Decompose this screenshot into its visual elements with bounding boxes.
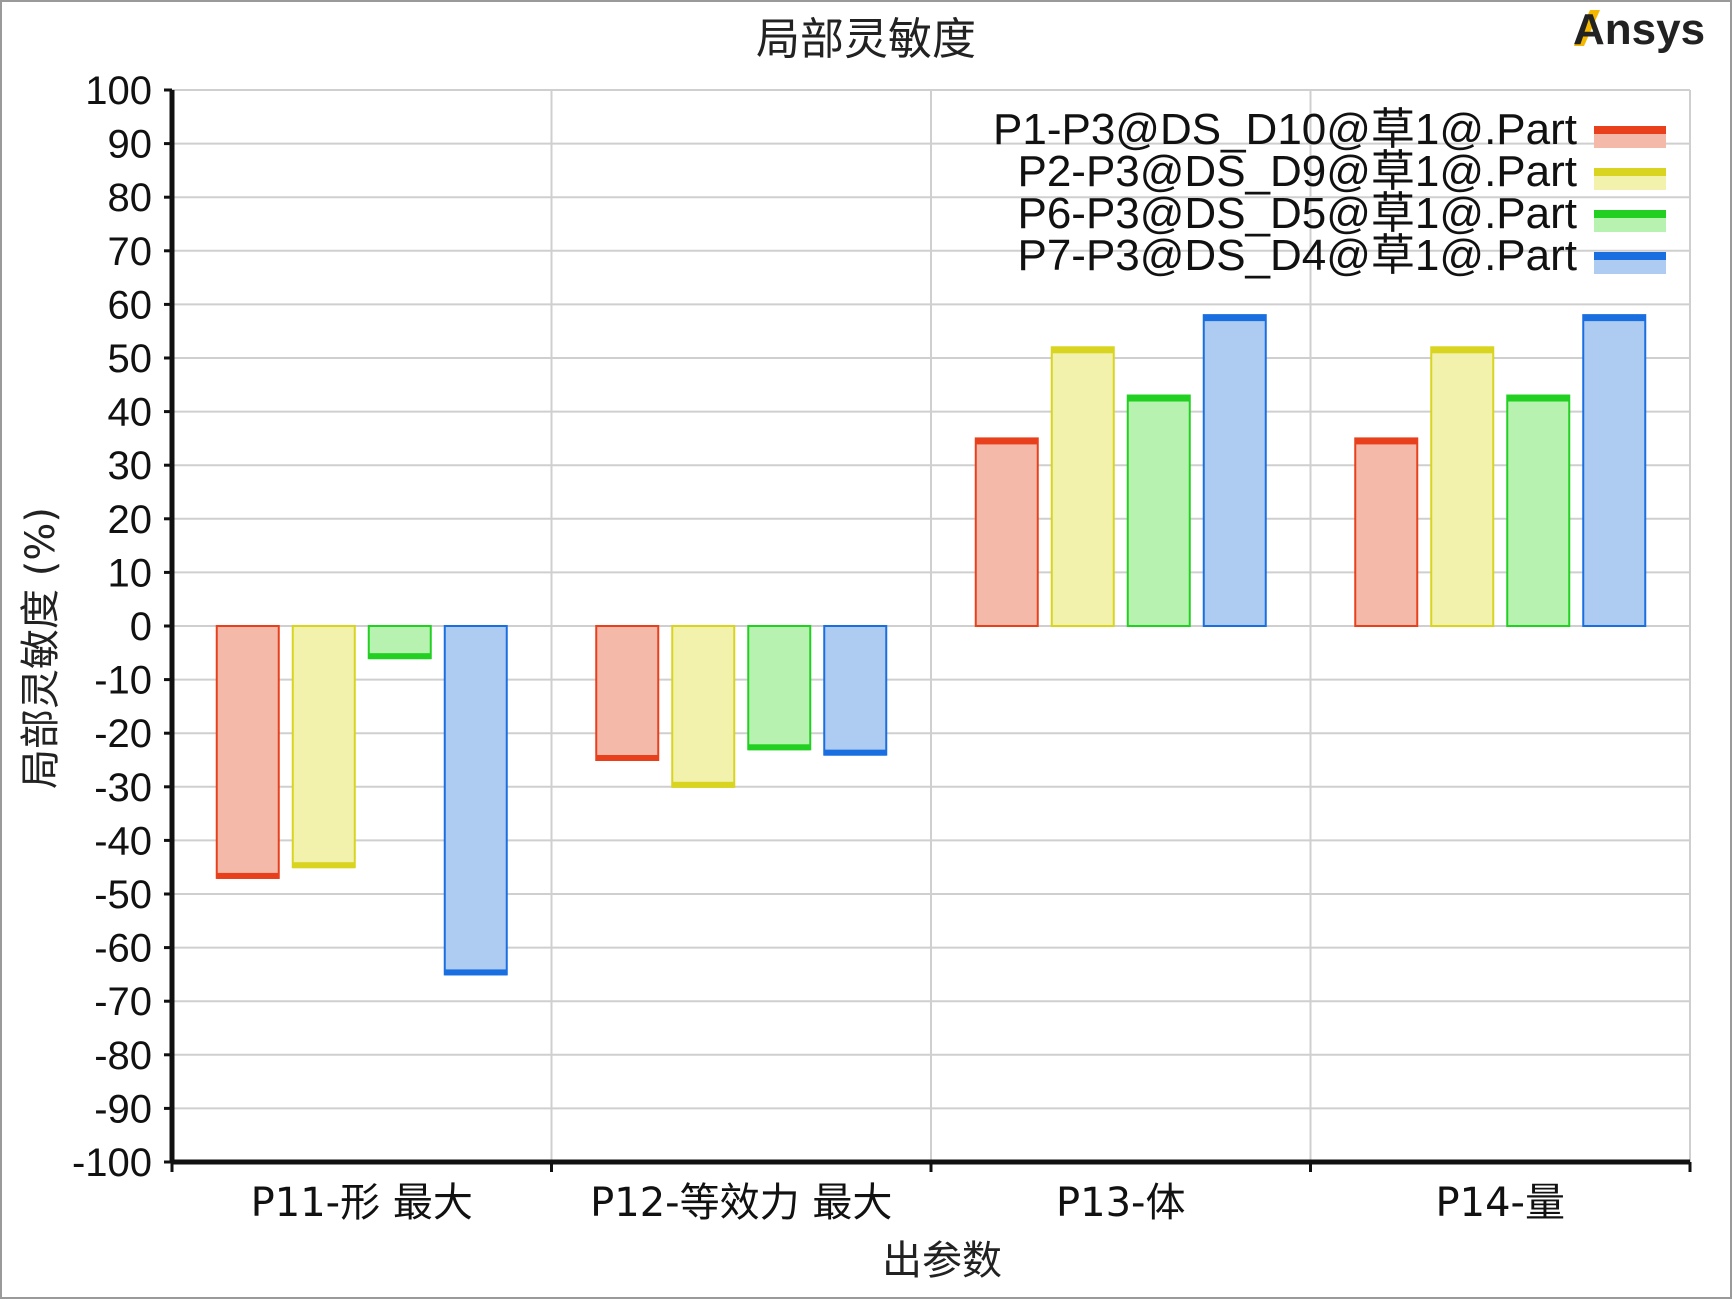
legend-swatch-fill — [1594, 176, 1666, 190]
legend-label: P2-P3@DS_D9@草1@.Part — [1017, 147, 1577, 196]
x-tick-label: P14-量 — [1436, 1180, 1565, 1226]
bar-value-cap — [216, 872, 279, 879]
ansys-logo-text: Ansys — [1573, 5, 1705, 54]
y-tick-label: -60 — [94, 927, 152, 971]
y-tick-label: -90 — [94, 1087, 152, 1131]
y-tick-labels: 1009080706050403020100-10-20-30-40-50-60… — [72, 69, 152, 1185]
legend-label: P6-P3@DS_D5@草1@.Part — [1017, 189, 1577, 238]
bar — [747, 625, 812, 751]
y-tick-label: 60 — [108, 283, 153, 327]
y-tick-label: 40 — [108, 391, 153, 435]
y-tick-label: -10 — [94, 659, 152, 703]
bar-value-cap — [1127, 395, 1190, 402]
legend-swatch-fill — [1594, 260, 1666, 274]
bar-value-cap — [748, 744, 811, 751]
bar-value-cap — [1431, 347, 1494, 354]
y-tick-label: 0 — [130, 605, 152, 649]
bar-value-cap — [1583, 315, 1646, 322]
bars — [215, 314, 1647, 976]
bar — [1430, 346, 1495, 627]
bar-value-cap — [1051, 347, 1114, 354]
y-axis-title: 局部灵敏度 (%) — [18, 507, 64, 789]
bar — [823, 625, 888, 756]
bar-value-cap — [444, 969, 507, 976]
y-tick-label: -20 — [94, 712, 152, 756]
bar-value-cap — [596, 755, 659, 761]
y-tick-label: -70 — [94, 980, 152, 1024]
x-tick-label: P11-形 最大 — [251, 1180, 473, 1226]
bar-value-cap — [1507, 395, 1570, 402]
y-tick-label: -100 — [72, 1141, 152, 1185]
bar-value-cap — [975, 438, 1038, 445]
y-tick-label: 50 — [108, 337, 153, 381]
ansys-logo: Ansys — [1573, 5, 1705, 54]
legend-label: P7-P3@DS_D4@草1@.Part — [1017, 231, 1577, 280]
bar — [1202, 314, 1267, 627]
legend-swatch-line — [1594, 168, 1666, 176]
y-tick-label: 100 — [85, 69, 152, 113]
bar-value-cap — [1355, 438, 1418, 445]
legend-swatch-line — [1594, 252, 1666, 260]
bar — [1582, 314, 1647, 627]
legend-swatch-fill — [1594, 218, 1666, 232]
y-tick-label: 20 — [108, 498, 153, 542]
bar — [974, 437, 1039, 627]
x-axis-title: 出参数 — [882, 1238, 1002, 1284]
y-tick-label: -40 — [94, 819, 152, 863]
legend-swatch-fill — [1594, 134, 1666, 148]
bar-value-cap — [368, 653, 431, 660]
bar-value-cap — [672, 781, 735, 788]
bar — [1126, 394, 1191, 627]
y-tick-label: -30 — [94, 766, 152, 810]
bar — [595, 625, 660, 761]
y-tick-label: 70 — [108, 230, 153, 274]
bar — [443, 625, 508, 976]
bar — [671, 625, 736, 788]
x-tick-label: P12-等效力 最大 — [590, 1180, 892, 1226]
bar-value-cap — [824, 749, 887, 756]
bar — [367, 625, 432, 660]
bar-value-cap — [1203, 315, 1266, 322]
y-tick-label: -50 — [94, 873, 152, 917]
chart-title: 局部灵敏度 — [756, 14, 976, 65]
x-tick-label: P13-体 — [1056, 1180, 1185, 1226]
bar — [291, 625, 356, 869]
y-tick-label: 90 — [108, 123, 153, 167]
bar — [1050, 346, 1115, 627]
y-tick-label: 30 — [108, 444, 153, 488]
legend-swatch-line — [1594, 210, 1666, 218]
y-tick-label: 10 — [108, 551, 153, 595]
legend-label: P1-P3@DS_D10@草1@.Part — [993, 105, 1577, 154]
legend-swatch-line — [1594, 126, 1666, 134]
ansys-logo-mark-icon — [1574, 10, 1600, 46]
bar — [215, 625, 280, 879]
bar — [1506, 394, 1571, 627]
x-tick-labels: P11-形 最大 P12-等效力 最大 P13-体 P14-量 — [251, 1180, 1565, 1226]
y-tick-label: -80 — [94, 1034, 152, 1078]
y-tick-label: 80 — [108, 176, 153, 220]
bar-value-cap — [292, 862, 355, 869]
legend: P1-P3@DS_D10@草1@.PartP2-P3@DS_D9@草1@.Par… — [993, 105, 1666, 280]
axes — [164, 88, 1692, 1172]
bar — [1354, 437, 1419, 627]
